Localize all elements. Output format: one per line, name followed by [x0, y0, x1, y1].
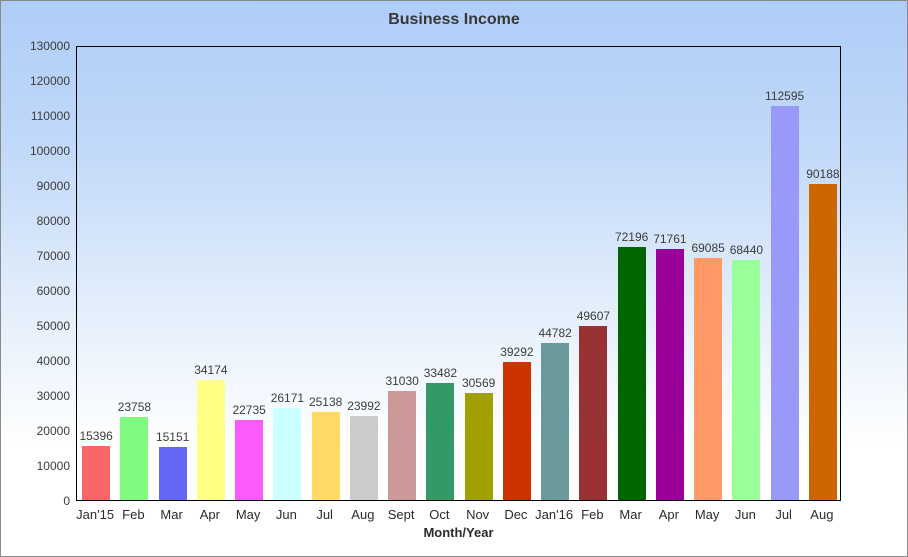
bar [541, 343, 570, 500]
x-tick-label: Feb [122, 507, 145, 522]
x-tick-label: Feb [581, 507, 604, 522]
bar-value-label: 112595 [765, 88, 805, 103]
bar [311, 412, 340, 500]
bar [617, 247, 646, 500]
y-tick-label: 90000 [36, 179, 70, 193]
bar-value-label: 26171 [270, 391, 305, 406]
bar-value-label: 15151 [155, 429, 190, 444]
chart-title: Business Income [388, 11, 520, 28]
bar [770, 105, 799, 500]
bar-value-label: 23758 [117, 399, 152, 414]
y-tick-label: 10000 [36, 459, 70, 473]
x-tick-label: Jul [316, 507, 333, 522]
bar [808, 184, 837, 500]
x-tick-label: Oct [429, 507, 450, 522]
y-tick-label: 60000 [36, 284, 70, 298]
bar [349, 416, 378, 500]
bar-value-label: 49607 [576, 309, 611, 324]
bar [120, 416, 149, 500]
bar-value-label: 15396 [79, 429, 113, 444]
bar [579, 326, 608, 500]
bar-value-label: 68440 [729, 243, 764, 258]
y-tick-label: 0 [63, 494, 70, 508]
plot-area: 15396 23758 15151 34174 22735 26171 25138 23992… [76, 46, 841, 501]
y-tick-label: 120000 [29, 74, 70, 88]
x-tick-label: Sept [387, 507, 415, 522]
bar [464, 393, 493, 500]
bar [235, 420, 264, 500]
y-tick-label: 80000 [36, 214, 70, 228]
bar-value-label: 72196 [614, 230, 649, 245]
x-tick-label: Jun [734, 507, 756, 522]
x-tick-label: Dec [504, 507, 528, 522]
y-tick-label: 110000 [30, 109, 70, 123]
bar [502, 362, 531, 500]
bar-value-label: 90188 [806, 167, 840, 182]
bar [388, 391, 417, 500]
y-tick-label: 130000 [29, 39, 70, 53]
bar-value-label: 34174 [194, 363, 228, 378]
bar-value-label: 31030 [385, 374, 419, 389]
bar-value-label: 33482 [423, 365, 458, 380]
bar-value-label: 44782 [538, 326, 572, 341]
y-tick-label: 20000 [36, 424, 70, 438]
bar [732, 260, 761, 500]
x-tick-label: Aug [351, 507, 375, 522]
x-tick-label: May [694, 507, 720, 522]
bar-value-label: 22735 [232, 403, 266, 418]
bar-value-label: 25138 [308, 395, 343, 410]
bar-value-label: 30569 [461, 376, 496, 391]
bar-value-label: 69085 [691, 241, 725, 256]
bar [273, 408, 302, 500]
x-tick-label: Apr [199, 507, 220, 522]
bar-value-label: 71761 [653, 231, 687, 246]
bar [655, 248, 684, 500]
x-axis-title: Month/Year [423, 525, 494, 540]
x-tick-label: May [235, 507, 261, 522]
y-tick-label: 70000 [36, 249, 70, 263]
bar-value-label: 39292 [500, 345, 534, 360]
y-tick-label: 30000 [36, 389, 70, 403]
bar [82, 446, 111, 500]
bar-value-label: 23992 [347, 399, 381, 414]
bar [426, 382, 455, 500]
x-tick-label: Nov [466, 507, 490, 522]
x-tick-label: Mar [160, 507, 183, 522]
x-tick-label: Jun [275, 507, 297, 522]
bar [694, 258, 723, 500]
x-tick-label: Mar [619, 507, 642, 522]
bar [196, 380, 225, 500]
x-tick-label: Jan'16 [535, 507, 574, 522]
y-tick-label: 100000 [29, 144, 70, 158]
x-tick-label: Apr [658, 507, 679, 522]
bar [158, 446, 187, 500]
x-tick-label: Jul [775, 507, 792, 522]
y-tick-label: 40000 [36, 354, 70, 368]
y-tick-label: 50000 [36, 319, 70, 333]
x-tick-label: Jan'15 [76, 507, 115, 522]
x-tick-label: Aug [810, 507, 834, 522]
